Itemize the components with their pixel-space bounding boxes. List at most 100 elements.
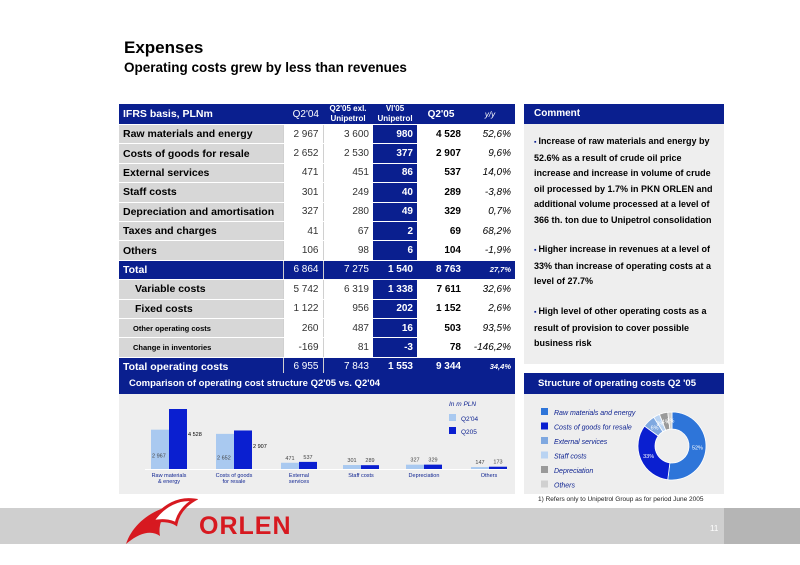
table-row: Taxes and charges 41 67 2 69 68,2% <box>119 221 515 242</box>
cell-q205ex: 249 <box>322 182 373 203</box>
header-yy: y/y <box>465 104 515 125</box>
cell-q205ex: 7 275 <box>322 260 373 281</box>
bar-2-1 <box>299 461 317 469</box>
cell-q205: 503 <box>417 318 465 339</box>
bar-label-3-1: 289 <box>365 458 374 464</box>
page-number: 11 <box>710 524 719 533</box>
table-row: External services 471 451 86 537 14,0% <box>119 163 515 184</box>
cell-label: External services <box>119 163 283 184</box>
cell-yy: 0,7% <box>465 202 515 222</box>
header-q205: Q2'05 <box>417 104 465 125</box>
bar-3-0 <box>343 465 361 469</box>
pie-slice-5 <box>667 411 673 430</box>
comment-item-2: ▪ Higher increase in revenues at a level… <box>534 244 712 286</box>
cell-q204: 6 864 <box>282 260 323 281</box>
cell-q205ex: 81 <box>322 337 373 358</box>
legend-swatch-1 <box>449 427 456 434</box>
pie-legend-swatch-1 <box>541 422 548 430</box>
bar-5-0 <box>471 467 489 469</box>
cell-vi05: 377 <box>373 143 417 164</box>
cell-q204: 1 122 <box>282 299 323 319</box>
bullet-icon: ▪ <box>534 139 539 146</box>
cell-yy: 14,0% <box>465 163 515 184</box>
pie-label-1: 33% <box>643 454 654 460</box>
table-row: Total 6 864 7 275 1 540 8 763 27,7% <box>119 260 515 281</box>
pie-legend-swatch-3 <box>541 451 548 459</box>
table-row: Raw materials and energy 2 967 3 600 980 4 5… <box>119 124 515 145</box>
header-vi05: VI'05 Unipetrol <box>373 104 417 125</box>
cell-label: Variable costs <box>119 279 283 300</box>
cell-q205: 329 <box>417 202 465 222</box>
bar-0-0 <box>151 429 169 469</box>
cell-vi05: 980 <box>373 124 417 145</box>
cell-label: Others <box>119 240 283 261</box>
cell-q205: 289 <box>417 182 465 203</box>
cell-vi05: 1 553 <box>373 357 417 378</box>
legend-label-0: Q2'04 <box>461 416 479 423</box>
legend-label-1: Q205 <box>461 429 477 436</box>
cell-vi05: 2 <box>373 221 417 242</box>
cell-label: Depreciation and amortisation <box>119 202 283 222</box>
cell-label: Total operating costs <box>119 357 283 378</box>
x-axis <box>145 469 507 470</box>
header-q204: Q2'04 <box>283 104 323 125</box>
bar-1-1 <box>234 430 252 469</box>
cell-yy: 2,6% <box>465 299 515 319</box>
cell-yy: 32,6% <box>465 279 515 300</box>
cell-label: Costs of goods for resale <box>119 143 283 164</box>
cell-q205ex: 280 <box>322 202 373 222</box>
pie-legend-label-2: External services <box>554 439 608 446</box>
bar-5-1 <box>489 466 507 469</box>
pie-legend-label-1: Costs of goods for resale <box>554 425 632 432</box>
bar-label-2-1: 537 <box>303 455 312 461</box>
bar-label-4-0: 327 <box>410 458 419 464</box>
bar-3-1 <box>361 465 379 469</box>
cell-q205: 7 611 <box>417 279 465 300</box>
cell-vi05: 86 <box>373 163 417 184</box>
cell-label: Fixed costs <box>119 299 283 319</box>
table-row: Depreciation and amortisation 327 280 49 329… <box>119 202 515 222</box>
cell-q205: 69 <box>417 221 465 242</box>
cell-q205: 78 <box>417 337 465 358</box>
pie-label-2: 6% <box>651 425 659 431</box>
header-q205ex: Q2'05 exl. Unipetrol <box>323 104 373 125</box>
category-label2-0: & energy <box>158 479 180 485</box>
table-row: Staff costs 301 249 40 289 -3,8% <box>119 182 515 203</box>
table-row: Other operating costs 260 487 16 503 93,5% <box>119 318 515 339</box>
pie-legend-swatch-0 <box>541 408 548 415</box>
cell-q204: 6 955 <box>282 357 323 378</box>
bar-label-1-0: 2 652 <box>217 456 231 462</box>
pie-slice-1 <box>637 425 671 481</box>
category-label-4: Depreciation <box>409 473 440 479</box>
pie-legend-swatch-4 <box>541 466 548 473</box>
bar-1-0 <box>216 433 234 469</box>
bar-0-1 <box>169 409 187 469</box>
page-subtitle: Operating costs grew by less than revenu… <box>124 60 407 75</box>
expenses-table: IFRS basis, PLNm Q2'04 Q2'05 exl. Unipetr… <box>119 104 515 378</box>
table-row: Total operating costs 6 955 7 843 1 553 9 34… <box>119 357 515 378</box>
cell-q204: 41 <box>282 221 323 242</box>
cell-vi05: -3 <box>373 337 417 358</box>
bar-label-0-0: 2 967 <box>152 453 166 459</box>
cell-label: Change in inventories <box>119 337 283 358</box>
bar-4-0 <box>406 464 424 469</box>
page-title: Expenses <box>124 38 204 57</box>
pie-legend-label-5: Others <box>554 483 576 490</box>
cell-vi05: 202 <box>373 299 417 319</box>
cell-q204: 260 <box>282 318 323 339</box>
category-label-3: Staff costs <box>348 473 374 479</box>
bar-label-5-0: 147 <box>475 460 484 466</box>
cell-vi05: 49 <box>373 202 417 222</box>
cell-q204: -169 <box>282 337 323 358</box>
bar-4-1 <box>424 464 442 469</box>
bar-label-2-0: 471 <box>285 456 294 462</box>
category-label2-2: services <box>289 479 309 485</box>
bar-chart-panel: 2 967 4 528 Raw materials & energy 2 652 2 90… <box>119 394 515 494</box>
pie-legend-swatch-2 <box>541 437 548 444</box>
cell-q205ex: 956 <box>322 299 373 319</box>
cell-q205: 2 907 <box>417 143 465 164</box>
cell-q204: 5 742 <box>282 279 323 300</box>
cell-yy: 9,6% <box>465 143 515 164</box>
pie-chart: Raw materials and energy Costs of goods f… <box>541 408 707 490</box>
cell-label: Other operating costs <box>119 318 283 339</box>
